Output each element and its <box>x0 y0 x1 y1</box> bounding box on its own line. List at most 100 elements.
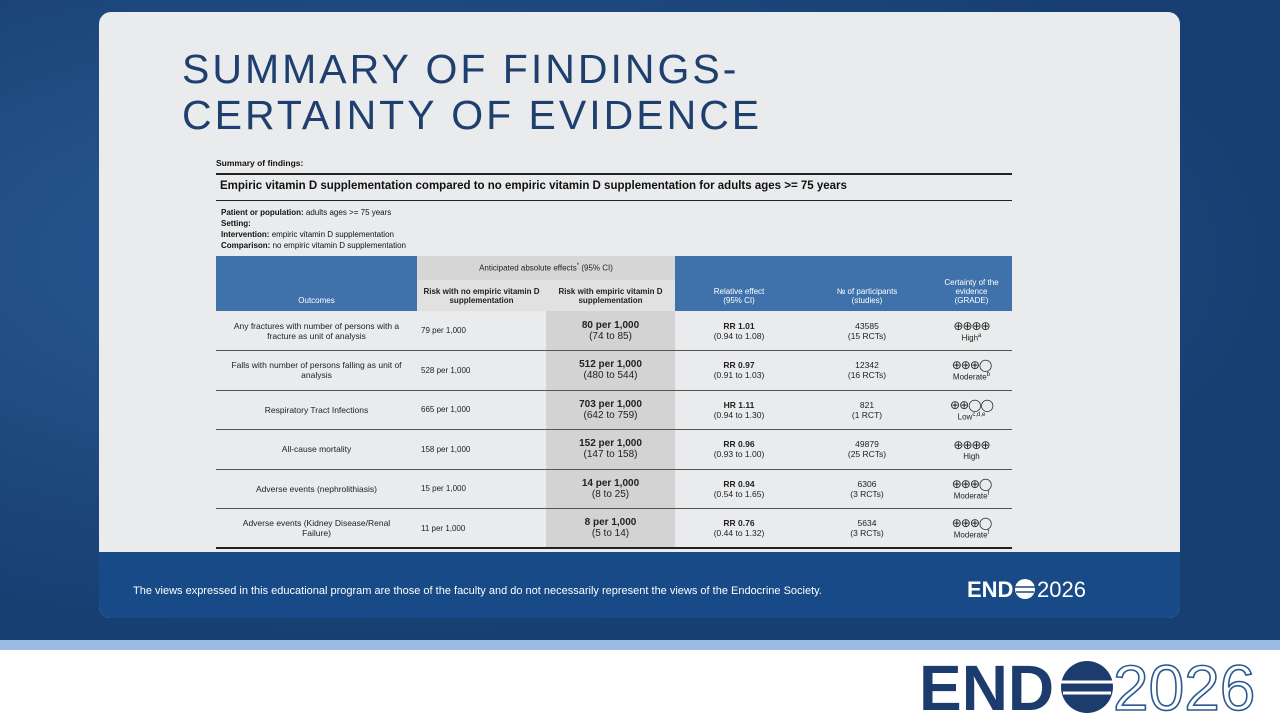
risk-with-ci: (642 to 759) <box>583 409 638 421</box>
risk-with-cell: 14 per 1,000 (8 to 25) <box>546 469 675 509</box>
relative: RR 0.97 <box>723 360 755 371</box>
certainty-symbols: ⊕⊕⊕◯ <box>951 358 993 373</box>
certainty: Moderate <box>952 373 987 383</box>
risk-with-ci: (74 to 85) <box>589 330 632 342</box>
risk-with-ci: (147 to 158) <box>583 449 638 461</box>
footnote-mark: * <box>576 263 580 270</box>
header-cell: Certainty of the evidence (GRADE) <box>931 256 1012 311</box>
studies: (15 RCTs) <box>847 330 887 341</box>
slide-title: SUMMARY OF FINDINGS- CERTAINTY OF EVIDEN… <box>182 46 762 138</box>
table-row: All-cause mortality 158 per 1,000 152 per … <box>216 429 1012 470</box>
header-cell: Outcomes <box>216 256 417 311</box>
context-value: adults ages >= 75 years <box>305 208 392 217</box>
title-line: CERTAINTY OF EVIDENCE <box>182 92 763 138</box>
context-label: Comparison: <box>221 241 271 250</box>
table-row: Adverse events (nephrolithiasis) 15 per 1… <box>216 469 1012 509</box>
risk-with-cell: 80 per 1,000 (74 to 85) <box>546 311 675 351</box>
footnote-mark: f <box>987 530 990 537</box>
certainty-symbols: ⊕⊕⊕⊕ <box>953 437 990 452</box>
header-text: Anticipated absolute effects <box>479 263 577 273</box>
relative-ci: (0.91 to 1.03) <box>713 370 765 381</box>
context: Patient or population: adults ages >= 75… <box>221 207 406 251</box>
relative: RR 0.76 <box>723 518 755 528</box>
studies: (25 RCTs) <box>847 449 887 460</box>
relative: HR 1.11 <box>723 399 755 410</box>
certainty-symbols: ⊕⊕⊕⊕ <box>953 318 990 333</box>
participants: 43585 <box>855 320 879 331</box>
relative: RR 0.96 <box>723 439 755 450</box>
disclaimer: The views expressed in this educational … <box>133 585 822 597</box>
outcome-cell: Adverse events (nephrolithiasis) <box>256 483 377 494</box>
context-value: no empiric vitamin D supplementation <box>272 241 406 250</box>
participants: 49879 <box>855 439 879 450</box>
certainty-symbols: ⊕⊕⊕◯ <box>951 516 993 531</box>
certainty: Low <box>957 412 973 422</box>
risk-without-cell: 11 per 1,000 <box>421 523 466 533</box>
header-cell: Risk with no empiric vitamin D supplemen… <box>417 280 546 311</box>
table-title: Empiric vitamin D supplementation compar… <box>220 180 847 192</box>
logo-year: 2026 <box>1113 652 1255 718</box>
relative-ci: (0.54 to 1.65) <box>713 488 765 499</box>
risk-with-ci: (480 to 544) <box>583 370 638 382</box>
context-line: Patient or population: adults ages >= 75… <box>221 207 406 218</box>
participants: 821 <box>859 399 875 410</box>
context-value: empiric vitamin D supplementation <box>271 230 394 239</box>
footnote-mark: c,d,e <box>972 411 986 418</box>
relative-cell: RR 0.96 (0.93 to 1.00) <box>675 430 803 470</box>
context-line: Comparison: no empiric vitamin D supplem… <box>221 240 406 251</box>
risk-with-cell: 8 per 1,000 (5 to 14) <box>546 508 675 548</box>
risk-with: 14 per 1,000 <box>581 477 640 489</box>
footnote-mark: f <box>987 490 990 497</box>
header-cell: Anticipated absolute effects* (95% CI) <box>417 256 675 280</box>
participants-cell: 821 (1 RCT) <box>803 390 931 430</box>
footnote-mark: a <box>978 332 982 339</box>
certainty-symbols: ⊕⊕◯◯ <box>950 397 994 412</box>
studies: (3 RCTs) <box>850 488 884 499</box>
logo-globe <box>1015 579 1035 599</box>
certainty: Moderate <box>953 530 988 540</box>
relative-cell: RR 0.76 (0.44 to 1.32) <box>675 509 803 549</box>
risk-with: 512 per 1,000 <box>579 359 642 371</box>
table-caption: Summary of findings: <box>216 158 304 168</box>
outcome-cell: Any fractures with number of persons wit… <box>233 320 400 341</box>
title-line: SUMMARY OF FINDINGS- <box>182 46 740 92</box>
risk-with-cell: 152 per 1,000 (147 to 158) <box>546 429 675 469</box>
certainty-label: Moderatef <box>935 491 1008 501</box>
outcome-cell: Adverse events (Kidney Disease/Renal Fai… <box>242 518 391 538</box>
logo-year: 2026 <box>1037 577 1086 602</box>
relative-cell: RR 0.94 (0.54 to 1.65) <box>675 469 803 509</box>
table-row: Falls with number of persons falling as … <box>216 350 1012 391</box>
header-text: (95% CI) <box>581 263 613 273</box>
risk-with: 703 per 1,000 <box>579 398 642 410</box>
risk-with: 8 per 1,000 <box>584 517 637 528</box>
footer-logo: END 2026 <box>967 577 1086 602</box>
rule <box>216 200 1012 201</box>
context-label: Patient or population: <box>221 208 304 217</box>
participants-cell: 6306 (3 RCTs) <box>803 469 931 509</box>
certainty-label: Lowc,d,e <box>935 412 1008 422</box>
certainty-label: High <box>935 452 1008 461</box>
risk-without-cell: 158 per 1,000 <box>421 444 471 454</box>
outcome-cell: Respiratory Tract Infections <box>264 404 369 415</box>
relative-cell: HR 1.11 (0.94 to 1.30) <box>675 390 803 430</box>
risk-without-cell: 79 per 1,000 <box>421 326 466 335</box>
stripe <box>0 640 1280 650</box>
certainty-cell: ⊕⊕⊕◯ Moderateb <box>931 351 1012 391</box>
slide: SUMMARY OF FINDINGS- CERTAINTY OF EVIDEN… <box>99 12 1180 618</box>
risk-without-cell: 528 per 1,000 <box>421 365 471 375</box>
studies: (1 RCT) <box>851 409 883 420</box>
participants: 5634 <box>857 518 877 528</box>
participants-cell: 12342 (16 RCTs) <box>803 351 931 391</box>
bottom-logo: END 2026 <box>919 652 1256 718</box>
relative-cell: RR 0.97 (0.91 to 1.03) <box>675 351 803 391</box>
participants: 6306 <box>857 478 877 489</box>
header-cell: Relative effect (95% CI) <box>675 256 803 311</box>
outcome-cell: Falls with number of persons falling as … <box>231 360 402 381</box>
certainty-cell: ⊕⊕⊕⊕ Higha <box>931 311 1012 351</box>
risk-with: 152 per 1,000 <box>579 438 642 450</box>
participants-cell: 5634 (3 RCTs) <box>803 509 931 549</box>
header-cell: № of participants (studies) <box>803 256 931 311</box>
risk-without-cell: 665 per 1,000 <box>421 405 471 415</box>
certainty: Moderate <box>953 491 988 501</box>
